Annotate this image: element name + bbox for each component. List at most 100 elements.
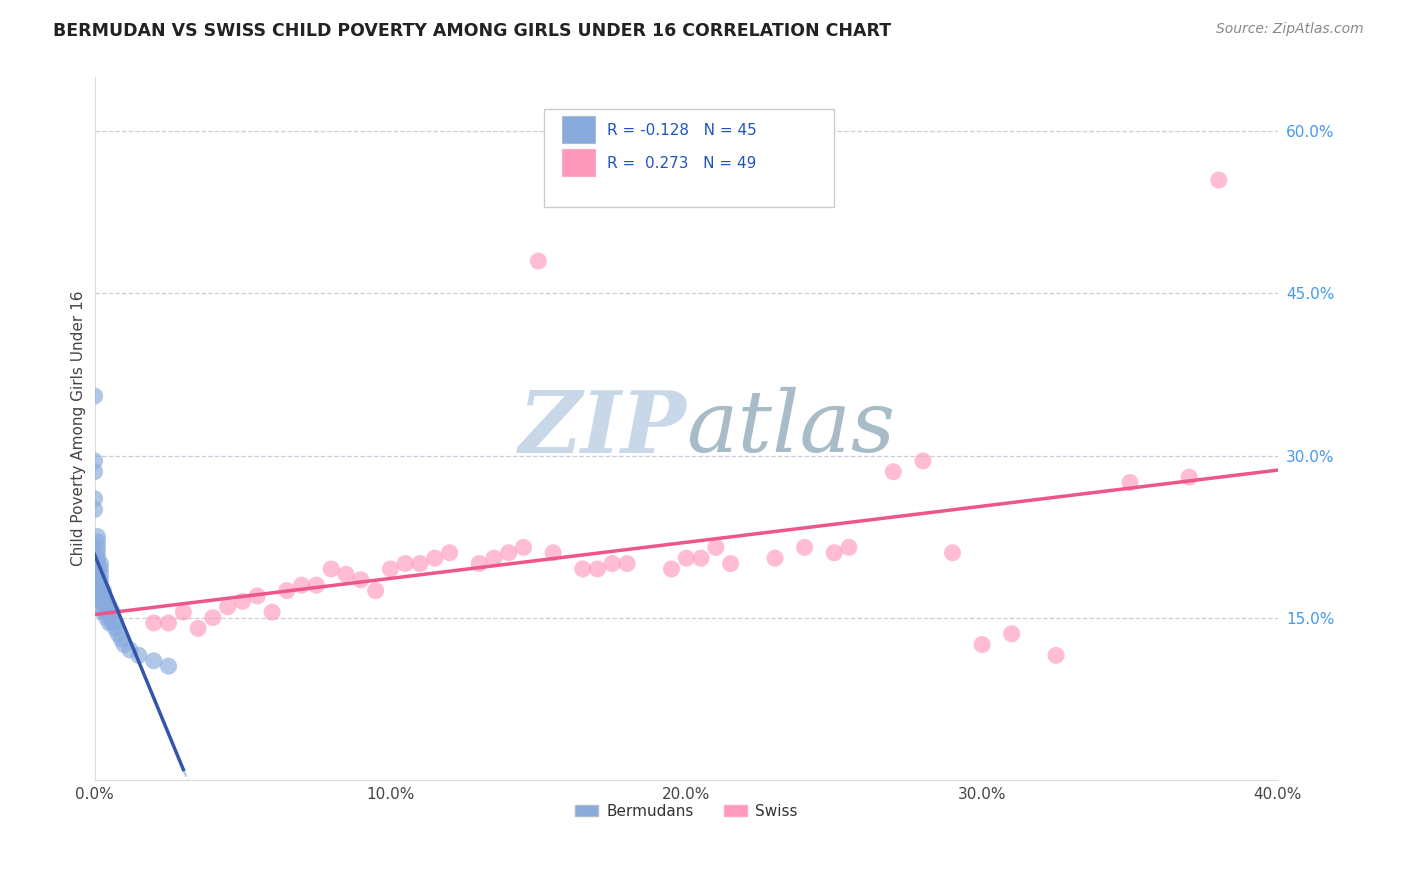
Point [98,615,121,630]
Point [527,254,550,268]
Point [970,638,993,652]
Point [104,621,127,635]
FancyBboxPatch shape [544,109,834,207]
Point [1001,627,1024,641]
Point [763,551,786,566]
Point [110,632,132,647]
Point [86,573,108,587]
Text: R =  0.273   N = 49: R = 0.273 N = 49 [607,155,756,170]
Point [86,557,108,571]
Point [409,557,432,571]
Point [690,551,713,566]
Point [93,583,115,598]
Point [720,557,742,571]
Point [941,546,963,560]
Point [276,583,298,598]
Text: Source: ZipAtlas.com: Source: ZipAtlas.com [1216,22,1364,37]
Point [96,605,118,619]
FancyBboxPatch shape [562,149,595,176]
Point [468,557,491,571]
Y-axis label: Child Poverty Among Girls Under 16: Child Poverty Among Girls Under 16 [72,291,86,566]
Point [882,465,904,479]
Legend: Bermudans, Swiss: Bermudans, Swiss [569,797,803,824]
Point [89,594,111,608]
Point [661,562,683,576]
Point [98,605,121,619]
Point [482,551,505,566]
Point [96,594,118,608]
Point [364,583,387,598]
Point [86,530,108,544]
Point [616,557,638,571]
Point [586,562,609,576]
Point [89,562,111,576]
Text: atlas: atlas [686,387,896,470]
Point [128,648,150,663]
Point [142,615,165,630]
Point [104,615,127,630]
Point [142,654,165,668]
Point [439,546,461,560]
Point [217,599,239,614]
Point [231,594,253,608]
Point [157,615,180,630]
Point [335,567,357,582]
Point [86,541,108,555]
Point [1045,648,1067,663]
Point [600,557,623,571]
Point [86,583,108,598]
Point [101,615,124,630]
Point [89,578,111,592]
Point [93,599,115,614]
Point [107,627,129,641]
Point [350,573,373,587]
Point [423,551,446,566]
Point [1178,470,1201,484]
Point [512,541,534,555]
Point [101,605,124,619]
Point [96,610,118,624]
Point [321,562,343,576]
Point [1119,475,1142,490]
Text: BERMUDAN VS SWISS CHILD POVERTY AMONG GIRLS UNDER 16 CORRELATION CHART: BERMUDAN VS SWISS CHILD POVERTY AMONG GI… [53,22,891,40]
Point [93,589,115,603]
Point [541,546,564,560]
Point [83,491,105,506]
Point [120,643,142,657]
Point [498,546,520,560]
Point [571,562,593,576]
Point [112,638,135,652]
Point [83,465,105,479]
Point [86,551,108,566]
Point [86,535,108,549]
Point [86,567,108,582]
Point [83,454,105,468]
Point [201,610,224,624]
Point [89,589,111,603]
Point [305,578,328,592]
Point [838,541,860,555]
Point [93,594,115,608]
Point [157,659,180,673]
Point [246,589,269,603]
Point [394,557,416,571]
Point [823,546,845,560]
Point [96,599,118,614]
Point [793,541,815,555]
Point [89,557,111,571]
Text: ZIP: ZIP [519,387,686,470]
Point [187,621,209,635]
Point [89,573,111,587]
Point [89,567,111,582]
Point [675,551,697,566]
Point [89,583,111,598]
Point [172,605,194,619]
FancyBboxPatch shape [562,116,595,143]
Point [86,546,108,560]
Point [93,605,115,619]
Point [380,562,402,576]
Point [98,599,121,614]
Point [291,578,314,592]
Point [704,541,727,555]
Point [911,454,934,468]
